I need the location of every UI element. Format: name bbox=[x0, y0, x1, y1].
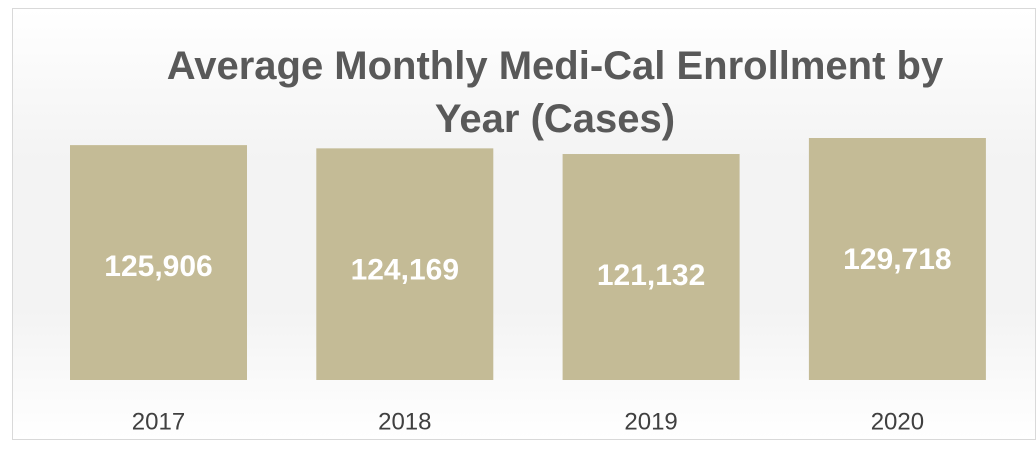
x-tick-label: 2020 bbox=[871, 408, 924, 435]
data-label: 125,906 bbox=[104, 250, 212, 283]
x-tick-label: 2017 bbox=[132, 408, 185, 435]
x-tick-label: 2019 bbox=[624, 408, 677, 435]
chart-title: Average Monthly Medi-Cal Enrollment by Y… bbox=[166, 44, 944, 141]
bar bbox=[70, 145, 247, 380]
bar bbox=[316, 148, 494, 380]
bar bbox=[808, 138, 986, 380]
x-tick-label: 2018 bbox=[378, 408, 431, 435]
bar bbox=[562, 154, 740, 380]
data-label: 124,169 bbox=[351, 253, 459, 286]
data-label: 129,718 bbox=[843, 243, 951, 276]
data-label: 121,132 bbox=[597, 259, 705, 292]
